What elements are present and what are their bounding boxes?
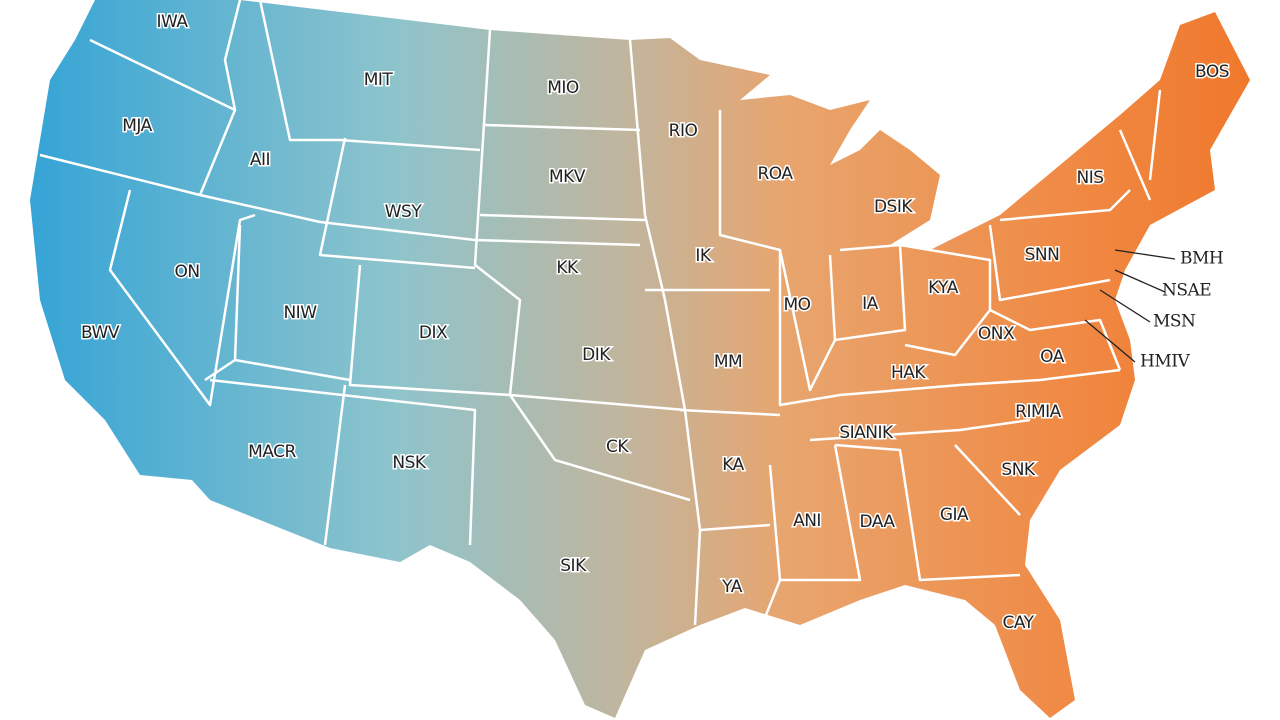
callout-label: BMH xyxy=(1180,249,1223,269)
state-label: NSK xyxy=(392,453,427,473)
state-label: KYA xyxy=(928,278,959,298)
state-label: IWA xyxy=(156,12,188,32)
state-borders xyxy=(39,0,1162,631)
state-label: MM xyxy=(714,352,742,372)
state-label: MIO xyxy=(547,78,579,98)
state-label: MACR xyxy=(248,442,296,462)
state-label: GIA xyxy=(940,505,969,525)
state-label: CAY xyxy=(1002,613,1034,633)
state-label: SIANIK xyxy=(839,423,894,443)
callout-line xyxy=(1099,289,1151,323)
state-label: KA xyxy=(722,455,744,475)
state-label: BWV xyxy=(81,323,120,343)
state-label: OA xyxy=(1040,347,1065,367)
state-label: SNN xyxy=(1025,245,1060,265)
state-label: MO xyxy=(783,295,810,315)
state-label: NIW xyxy=(283,303,317,323)
state-label: ANI xyxy=(793,511,821,531)
state-label: DIK xyxy=(582,345,611,365)
callout-line xyxy=(1114,269,1166,293)
callout-line xyxy=(1114,249,1176,260)
state-label: WSY xyxy=(385,202,423,222)
state-label: RIMIA xyxy=(1015,402,1062,422)
callout-line xyxy=(1084,319,1136,363)
state-label: SIK xyxy=(560,556,587,576)
state-label: DAA xyxy=(859,512,895,532)
state-label: DIX xyxy=(419,323,448,343)
state-label: DSIK xyxy=(874,197,913,217)
state-label: AII xyxy=(250,150,270,170)
state-label: NIS xyxy=(1076,168,1103,188)
state-label: MKV xyxy=(549,167,586,187)
state-label: MIT xyxy=(364,70,394,90)
state-label: ON xyxy=(174,262,199,282)
state-label: IK xyxy=(695,246,712,266)
state-label: BOS xyxy=(1195,62,1229,82)
labels: IWA MIT MIO MJA RIO AII MKV ROA NIS WSY … xyxy=(80,11,1232,635)
state-label: SNK xyxy=(1001,460,1036,480)
state-label: RIO xyxy=(669,121,698,141)
state-label: ONX xyxy=(978,324,1015,344)
land xyxy=(30,0,1250,718)
callout-label: HMIV xyxy=(1140,352,1190,372)
state-label: HAK xyxy=(891,363,926,383)
state-label: IA xyxy=(862,294,879,314)
state-label: MJA xyxy=(122,116,152,136)
state-label: YA xyxy=(721,577,743,597)
state-label: KK xyxy=(556,258,579,278)
state-label: ROA xyxy=(757,164,793,184)
callout-label: MSN xyxy=(1153,312,1196,332)
callouts xyxy=(1084,249,1176,363)
callout-label: NSAE xyxy=(1162,281,1211,301)
state-label: CK xyxy=(606,437,629,457)
